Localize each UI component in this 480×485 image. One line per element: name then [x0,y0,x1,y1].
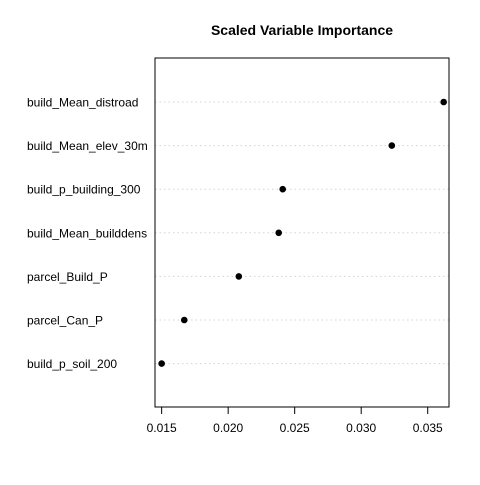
category-label: build_Mean_distroad [27,96,138,110]
data-point [388,142,396,149]
x-tick-label: 0.025 [280,421,310,435]
x-tick-label: 0.015 [147,421,177,435]
data-point [275,229,283,237]
x-tick-label: 0.035 [413,421,443,435]
category-label: build_p_building_300 [27,183,141,197]
guide-lines [155,101,449,365]
category-label: parcel_Build_P [27,270,108,284]
data-point [158,360,165,367]
category-label: build_Mean_builddens [27,226,147,240]
category-label: parcel_Can_P [27,314,103,328]
category-label: build_Mean_elev_30m [27,139,148,153]
x-tick-label: 0.020 [213,421,243,435]
plot-frame [154,57,450,408]
category-label: build_p_soil_200 [27,357,117,371]
category-labels: build_Mean_distroad build_Mean_elev_30mbu… [27,96,148,372]
chart-title: Scaled Variable Importance [211,22,393,38]
data-point [279,185,287,193]
x-axis: 0.015 0.020 0.025 0.030 0.035 [147,406,443,435]
data-point [180,316,188,324]
data-point [235,273,243,280]
data-point [440,98,447,106]
data-points [158,98,447,367]
x-tick-label: 0.030 [346,421,376,435]
